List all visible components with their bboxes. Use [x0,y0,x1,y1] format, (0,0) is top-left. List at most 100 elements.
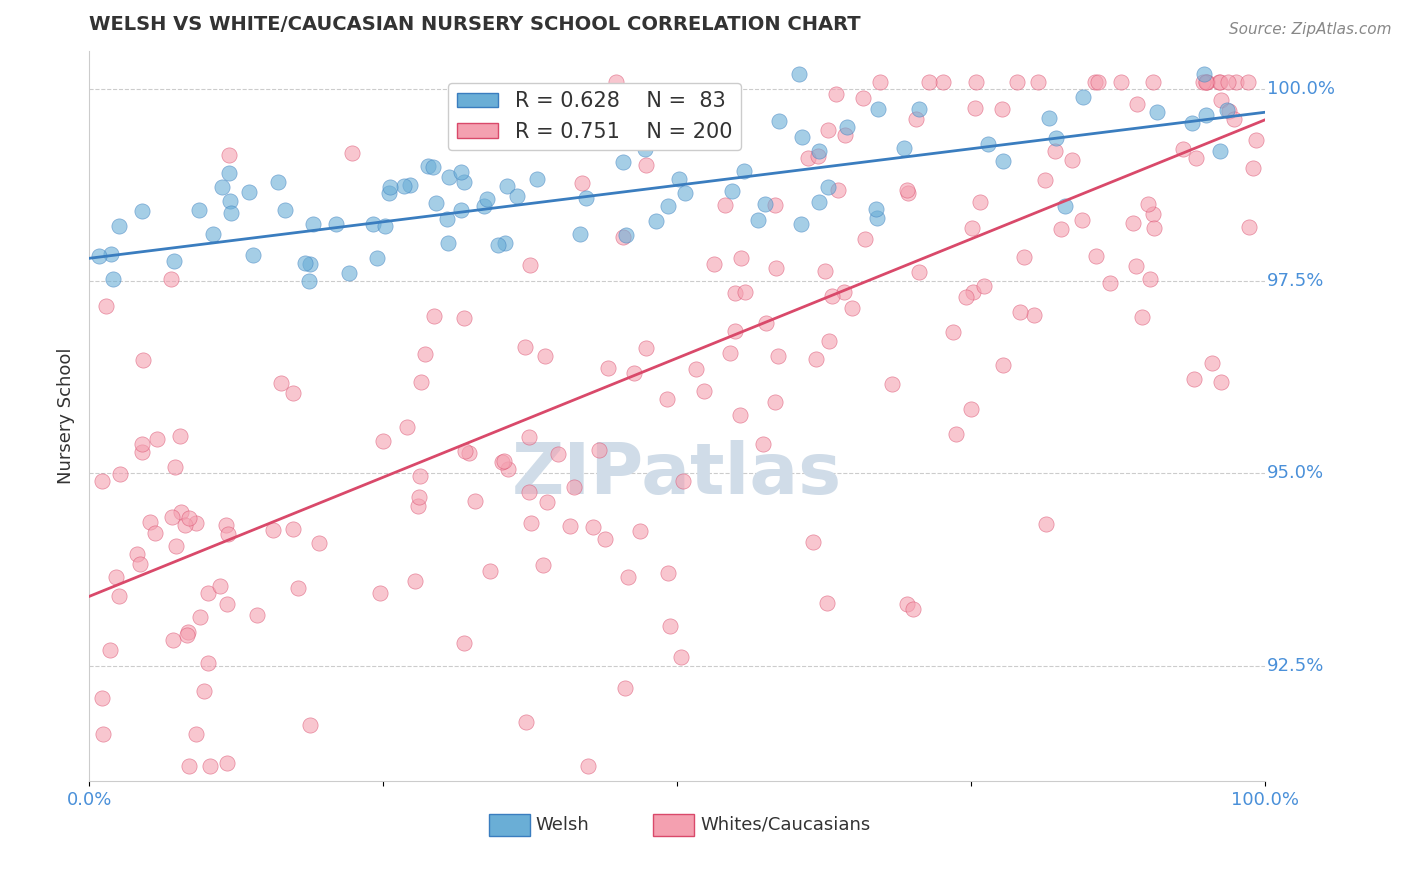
Point [571,177,593,191]
Point [179,758,201,772]
Point [128,557,150,571]
Point [1043,144,1066,158]
Point [612,155,634,169]
Point [1012,250,1035,264]
Point [973,279,995,293]
Point [325,217,347,231]
Point [100,642,122,657]
Point [991,358,1014,372]
Point [1181,116,1204,130]
Point [593,532,616,546]
Point [520,516,543,530]
Point [208,579,231,593]
Point [896,597,918,611]
Point [373,434,395,449]
Point [1038,111,1060,125]
Point [464,493,486,508]
Point [298,274,321,288]
Point [1035,517,1057,532]
Point [797,151,820,165]
Point [908,265,931,279]
Point [436,235,458,250]
Point [969,194,991,209]
Point [562,479,585,493]
Point [1237,219,1260,234]
Point [197,656,219,670]
Point [804,352,827,367]
Point [1084,74,1107,88]
Point [1060,153,1083,167]
Point [734,285,756,299]
Point [169,429,191,443]
Point [713,197,735,211]
Point [636,341,658,355]
Point [1191,74,1213,88]
Point [672,474,695,488]
Point [160,510,183,524]
Point [299,718,322,732]
Point [827,183,849,197]
Point [832,285,855,300]
Point [865,202,887,217]
Point [893,141,915,155]
Point [897,186,920,201]
Point [506,189,529,203]
Point [821,289,844,303]
Point [416,159,439,173]
Point [977,136,1000,151]
Point [582,519,605,533]
Point [519,258,541,272]
Point [214,518,236,533]
Point [217,527,239,541]
Y-axis label: Nursery School: Nursery School [58,348,75,484]
Point [728,408,751,422]
Point [703,257,725,271]
Point [659,618,682,632]
Point [918,74,941,88]
Point [657,566,679,580]
Point [1137,197,1160,211]
Point [163,460,186,475]
Point [1130,310,1153,324]
Point [536,494,558,508]
Point [108,219,131,233]
Point [163,253,186,268]
Point [526,171,548,186]
Point [657,199,679,213]
Point [246,607,269,622]
Point [1049,221,1071,235]
Point [1211,376,1233,390]
Point [105,570,128,584]
Text: ZIPatlas: ZIPatlas [512,440,842,508]
Point [513,340,536,354]
Point [188,610,211,624]
Point [281,522,304,536]
Point [165,539,187,553]
Point [472,199,495,213]
Point [763,394,786,409]
Point [1125,259,1147,273]
Point [623,366,645,380]
Point [547,447,569,461]
Point [588,442,610,457]
Point [425,196,447,211]
Point [1218,74,1240,88]
Point [616,570,638,584]
Point [270,376,292,390]
Point [730,252,752,266]
Point [87,249,110,263]
Point [1209,74,1232,88]
Point [644,214,666,228]
Point [1071,213,1094,227]
Point [100,247,122,261]
Point [866,103,889,117]
Point [673,186,696,201]
Point [1184,151,1206,165]
Point [1139,271,1161,285]
Point [724,324,747,338]
Point [143,525,166,540]
Point [238,185,260,199]
Point [1195,74,1218,88]
Point [1223,112,1246,126]
Point [454,443,477,458]
